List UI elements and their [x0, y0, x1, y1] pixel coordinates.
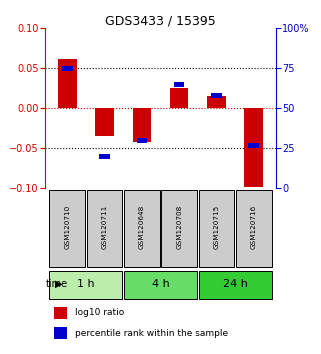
- Bar: [62, 66, 73, 71]
- Bar: [207, 96, 226, 108]
- Bar: [58, 59, 77, 108]
- Bar: [137, 138, 147, 143]
- Text: GSM120711: GSM120711: [101, 205, 108, 249]
- Bar: [100, 154, 110, 159]
- Text: 4 h: 4 h: [152, 279, 169, 289]
- Bar: [54, 307, 67, 319]
- Text: GSM120715: GSM120715: [213, 205, 220, 249]
- Bar: [161, 190, 197, 267]
- Bar: [198, 190, 234, 267]
- Text: GSM120648: GSM120648: [139, 205, 145, 249]
- Text: GSM120716: GSM120716: [251, 205, 257, 249]
- Bar: [49, 271, 123, 299]
- Bar: [248, 143, 259, 148]
- Bar: [174, 82, 184, 87]
- Bar: [124, 190, 160, 267]
- Text: log10 ratio: log10 ratio: [75, 308, 124, 317]
- Bar: [95, 108, 114, 136]
- Text: 1 h: 1 h: [77, 279, 95, 289]
- Text: 24 h: 24 h: [223, 279, 247, 289]
- Bar: [170, 88, 188, 108]
- Text: GSM120708: GSM120708: [176, 205, 182, 249]
- Bar: [198, 271, 272, 299]
- Bar: [133, 108, 151, 142]
- Text: time: time: [46, 279, 68, 289]
- Bar: [236, 190, 272, 267]
- Bar: [244, 108, 263, 187]
- Bar: [211, 93, 221, 98]
- Bar: [54, 327, 67, 339]
- Bar: [87, 190, 123, 267]
- Text: percentile rank within the sample: percentile rank within the sample: [75, 329, 228, 338]
- Text: ▶: ▶: [56, 279, 63, 289]
- Bar: [124, 271, 197, 299]
- Title: GDS3433 / 15395: GDS3433 / 15395: [105, 14, 216, 27]
- Bar: [49, 190, 85, 267]
- Text: GSM120710: GSM120710: [64, 205, 70, 249]
